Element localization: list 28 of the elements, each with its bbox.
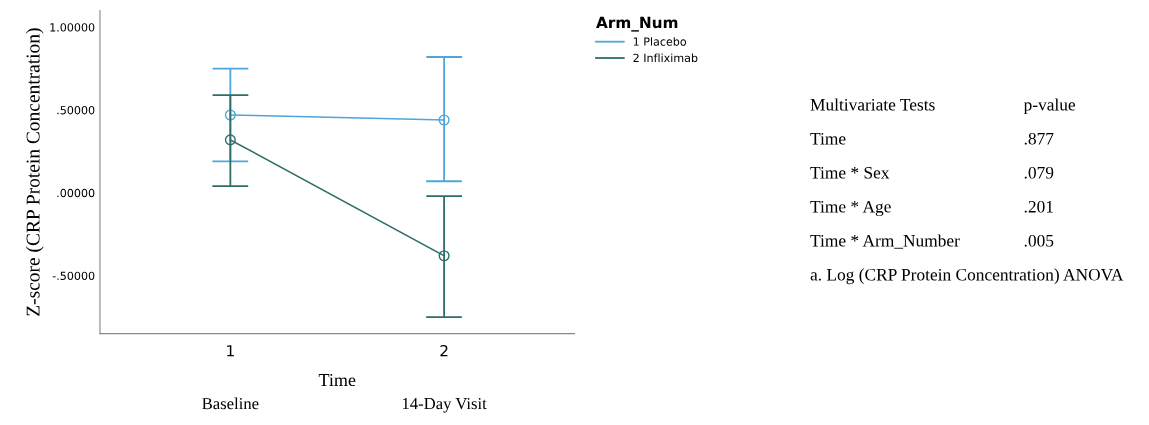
point	[224, 109, 236, 121]
y-tick-label: -.50000	[52, 271, 95, 281]
text: p-value	[1023, 98, 1076, 115]
text: Multivariate Tests	[810, 98, 935, 111]
text: .201	[1024, 200, 1053, 213]
point	[438, 114, 450, 126]
y-tick-label: .50000	[57, 105, 95, 115]
text: .005	[1024, 234, 1054, 247]
text: a. Log (CRP Protein Concentration) ANOVA	[810, 268, 1124, 285]
y-tick-label: .00000	[57, 188, 95, 198]
text: Time	[810, 132, 846, 145]
text: 14-Day Visit	[402, 398, 487, 413]
legend-label: 2 Infliximab	[633, 53, 698, 63]
legend-label: 1 Placebo	[633, 37, 687, 46]
legend-title: Arm_Num	[596, 16, 678, 32]
y-axis-title: Z-score (CRP Protein Concentration)	[25, 28, 44, 316]
x-axis-title: Time	[318, 373, 356, 387]
x-tick-label: 2	[440, 345, 448, 357]
x-tick-label: 1	[227, 345, 234, 357]
text: Time * Sex	[810, 166, 890, 179]
text: .079	[1024, 166, 1054, 179]
point	[224, 134, 236, 146]
text: Time * Age	[810, 200, 891, 217]
text: Time * Arm_Number	[810, 234, 960, 249]
point	[438, 250, 450, 262]
text: .877	[1024, 132, 1054, 145]
text: Baseline	[202, 397, 259, 410]
y-tick-label: 1.00000	[50, 23, 95, 32]
